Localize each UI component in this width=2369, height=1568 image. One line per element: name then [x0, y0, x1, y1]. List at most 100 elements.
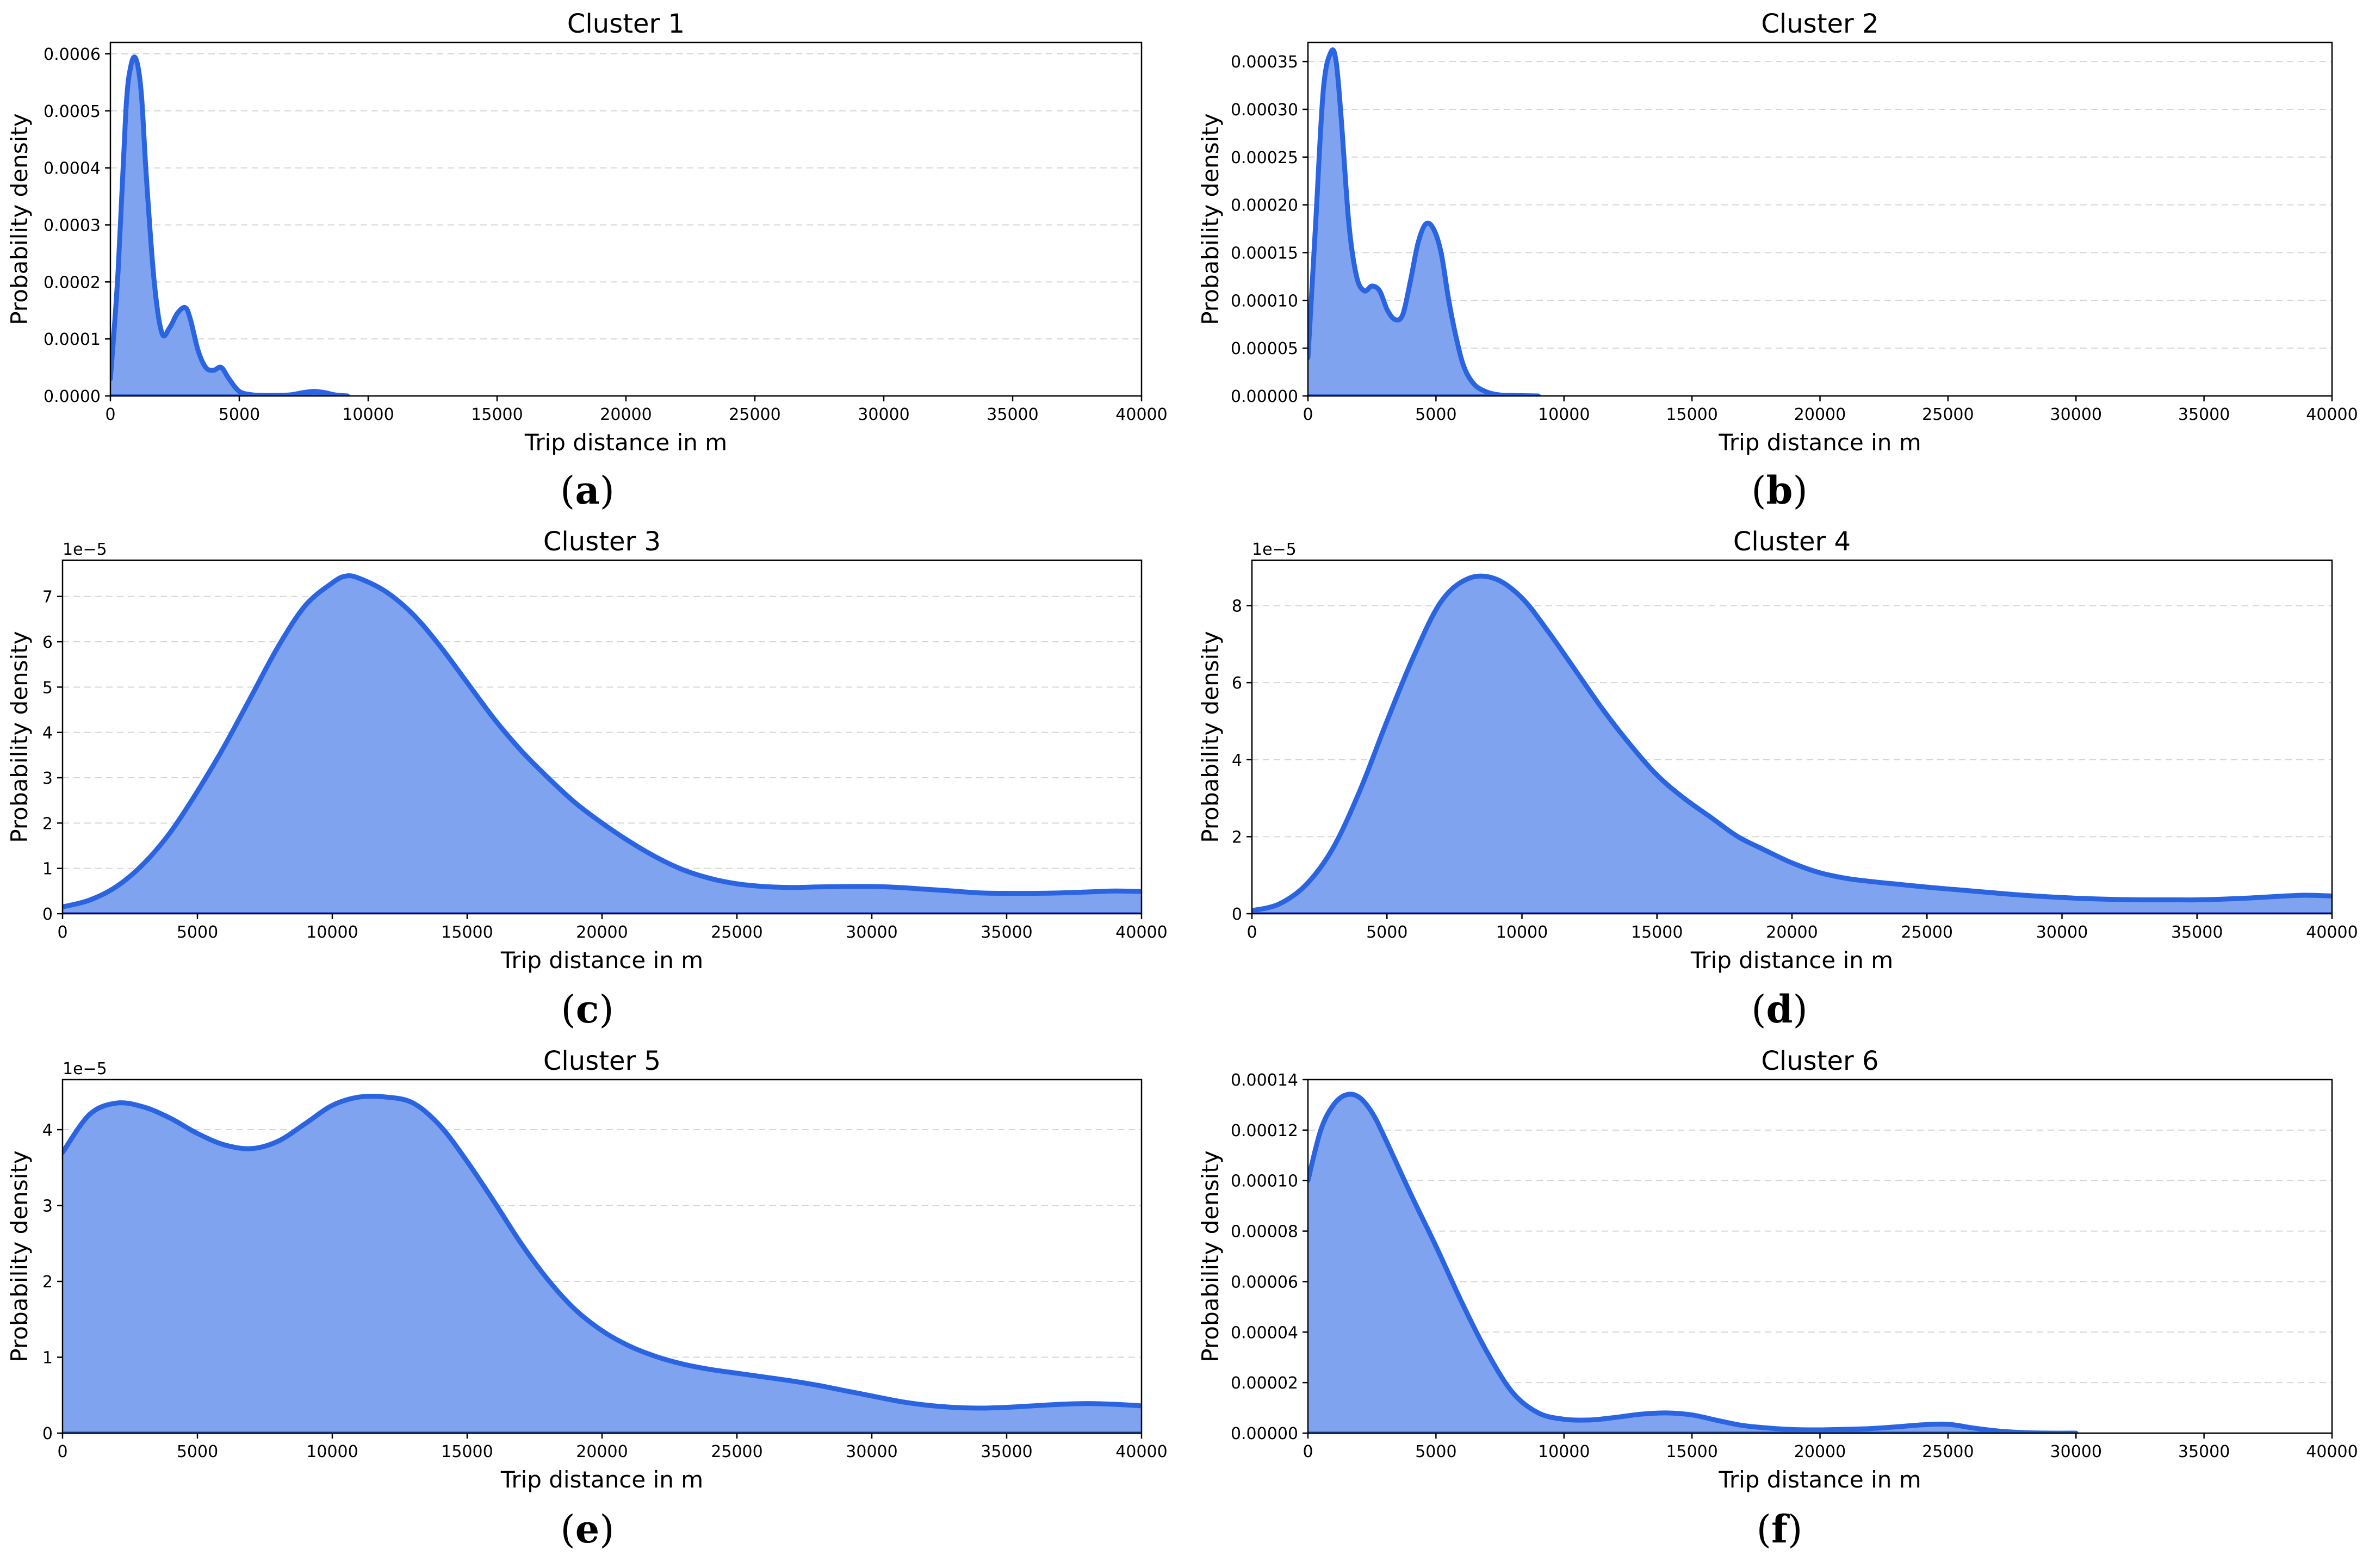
chart-title: Cluster 5 — [543, 1046, 661, 1076]
density-line — [63, 573, 1142, 909]
chart-title: Cluster 1 — [567, 9, 685, 39]
x-tick-label: 15000 — [471, 405, 523, 424]
x-tick-label: 40000 — [2306, 1442, 2358, 1461]
y-tick-label: 0.00000 — [1231, 1424, 1298, 1443]
subplot-4: 0 5000 10000 15000 20000 25000 30000 35000 40000… — [1197, 526, 2358, 974]
y-tick-label: 4 — [42, 1121, 53, 1140]
density-line — [110, 54, 350, 396]
x-tick-label: 10000 — [1496, 923, 1548, 942]
axes-frame — [109, 41, 1143, 397]
x-tick-label: 20000 — [600, 405, 652, 424]
y-tick-label: 8 — [1232, 597, 1242, 616]
y-offset-label: 1e−5 — [1252, 540, 1297, 559]
panel-label-d: (d) — [1751, 987, 1808, 1032]
panel-label-a: (a) — [560, 468, 615, 513]
density-area — [63, 1096, 1142, 1433]
y-tick-label: 0.00008 — [1231, 1223, 1298, 1242]
x-tick-label: 10000 — [342, 405, 394, 424]
chart-title: Cluster 3 — [543, 526, 661, 557]
y-tick-label: 0 — [1232, 905, 1242, 924]
y-tick-label: 0.00010 — [1231, 1172, 1298, 1191]
y-tick-label: 4 — [42, 724, 53, 743]
x-tick-label: 5000 — [177, 923, 218, 942]
y-tick-label: 0.0006 — [44, 45, 101, 64]
x-tick-label: 10000 — [1538, 1442, 1590, 1461]
x-tick-label: 0 — [57, 923, 67, 942]
x-tick-label: 20000 — [1766, 923, 1818, 942]
y-tick-label: 1 — [42, 860, 53, 879]
x-axis-label: Trip distance in m — [500, 1466, 703, 1493]
y-tick-label: 0.00035 — [1231, 53, 1298, 72]
y-tick-label: 0.00030 — [1231, 101, 1298, 120]
x-tick-label: 5000 — [219, 405, 260, 424]
y-tick-label: 3 — [42, 769, 53, 788]
density-area — [1252, 576, 2332, 914]
density-line — [1252, 573, 2332, 913]
y-tick-label: 0.00015 — [1231, 244, 1298, 263]
x-tick-label: 30000 — [846, 923, 897, 942]
y-tick-label: 0.0003 — [44, 216, 101, 235]
x-tick-label: 5000 — [177, 1442, 218, 1461]
x-tick-label: 10000 — [306, 923, 358, 942]
y-axis-label: Probability density — [6, 631, 33, 842]
x-tick-label: 15000 — [1666, 405, 1717, 424]
density-line — [1308, 47, 1541, 396]
chart-title: Cluster 2 — [1761, 9, 1878, 39]
x-tick-label: 0 — [105, 405, 115, 424]
density-line — [63, 1093, 1142, 1411]
subplot-5: 0 5000 10000 15000 20000 25000 30000 35000 40000… — [6, 1046, 1168, 1493]
x-tick-label: 15000 — [441, 1442, 493, 1461]
x-tick-label: 25000 — [1922, 1442, 1974, 1461]
x-tick-label: 40000 — [1115, 405, 1167, 424]
x-tick-label: 5000 — [1366, 923, 1407, 942]
x-tick-label: 35000 — [2171, 923, 2223, 942]
x-tick-label: 0 — [1303, 1442, 1313, 1461]
y-tick-label: 4 — [1232, 751, 1242, 770]
x-tick-label: 30000 — [846, 1442, 897, 1461]
panel-label-b: (b) — [1751, 468, 1808, 513]
x-tick-label: 35000 — [981, 1442, 1032, 1461]
x-tick-label: 25000 — [1922, 405, 1974, 424]
x-tick-label: 30000 — [2036, 923, 2088, 942]
y-axis-label: Probability density — [6, 113, 33, 325]
subplot-2: 0 5000 10000 15000 20000 25000 30000 35000 40000… — [1197, 9, 2358, 456]
y-axis-label: Probability density — [6, 1150, 33, 1362]
y-tick-label: 0.00012 — [1231, 1121, 1298, 1141]
subplot-1: 0 5000 10000 15000 20000 25000 30000 35000 40000… — [6, 9, 1168, 456]
y-tick-label: 5 — [42, 678, 53, 697]
y-tick-label: 0.0001 — [44, 330, 101, 349]
chart-title: Cluster 4 — [1733, 526, 1851, 557]
y-tick-label: 2 — [1232, 828, 1242, 847]
y-tick-label: 0.0004 — [44, 159, 101, 178]
x-tick-label: 30000 — [2050, 1442, 2102, 1461]
panel-label-f: (f) — [1756, 1507, 1803, 1552]
y-tick-label: 0.00014 — [1231, 1071, 1298, 1090]
y-tick-label: 0.00002 — [1231, 1374, 1298, 1393]
x-tick-label: 15000 — [441, 923, 493, 942]
x-tick-label: 15000 — [1631, 923, 1683, 942]
y-offset-label: 1e−5 — [63, 1059, 107, 1079]
y-tick-label: 7 — [42, 588, 53, 607]
x-tick-label: 35000 — [2178, 1442, 2230, 1461]
y-tick-label: 0 — [42, 905, 53, 924]
panel-label-c: (c) — [561, 987, 614, 1032]
x-axis-label: Trip distance in m — [524, 429, 727, 456]
x-tick-label: 20000 — [576, 1442, 628, 1461]
y-tick-label: 3 — [42, 1197, 53, 1216]
x-tick-label: 0 — [1303, 405, 1313, 424]
x-tick-label: 30000 — [858, 405, 909, 424]
x-tick-label: 40000 — [2306, 405, 2358, 424]
density-line — [1308, 1092, 2079, 1433]
subplot-3: 0 5000 10000 15000 20000 25000 30000 35000 40000… — [6, 526, 1168, 974]
y-tick-label: 6 — [42, 633, 53, 652]
x-tick-label: 40000 — [2306, 923, 2358, 942]
x-tick-label: 15000 — [1666, 1442, 1717, 1461]
y-tick-label: 2 — [42, 1273, 53, 1292]
x-tick-label: 0 — [57, 1442, 67, 1461]
y-tick-label: 0.00006 — [1231, 1273, 1298, 1292]
x-tick-label: 40000 — [1115, 1442, 1167, 1461]
x-tick-label: 40000 — [1115, 923, 1167, 942]
density-area — [1308, 49, 1539, 396]
